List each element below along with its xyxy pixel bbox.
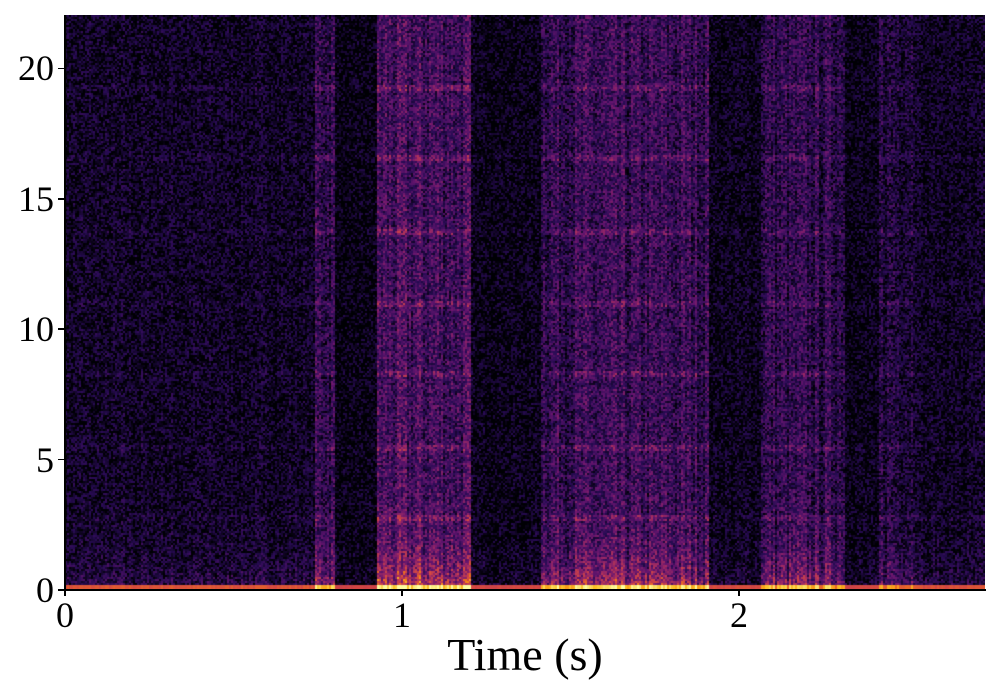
x-tick-label: 0 xyxy=(56,595,74,635)
y-tick-mark xyxy=(58,458,64,461)
x-tick-mark xyxy=(738,590,740,596)
spectrogram-plot-area xyxy=(65,15,985,590)
x-axis-label: Time (s) xyxy=(447,629,603,680)
y-axis-line xyxy=(64,15,66,591)
y-tick-mark xyxy=(58,198,64,200)
y-tick-label: 10 xyxy=(18,309,54,350)
x-tick-mark xyxy=(64,590,66,596)
y-tick-mark xyxy=(58,67,64,70)
y-tick-label: 15 xyxy=(18,178,54,219)
x-tick-label: 2 xyxy=(729,595,748,635)
x-tick-label: 1 xyxy=(392,595,411,635)
x-axis-line xyxy=(64,589,986,591)
y-tick-mark xyxy=(58,589,64,591)
y-tick-label: 5 xyxy=(36,439,54,480)
y-tick-label: 20 xyxy=(18,48,54,89)
x-tick-mark xyxy=(401,590,403,596)
y-tick-label: 0 xyxy=(36,570,54,610)
y-tick-mark xyxy=(58,328,64,330)
spectrogram-image xyxy=(65,15,985,590)
